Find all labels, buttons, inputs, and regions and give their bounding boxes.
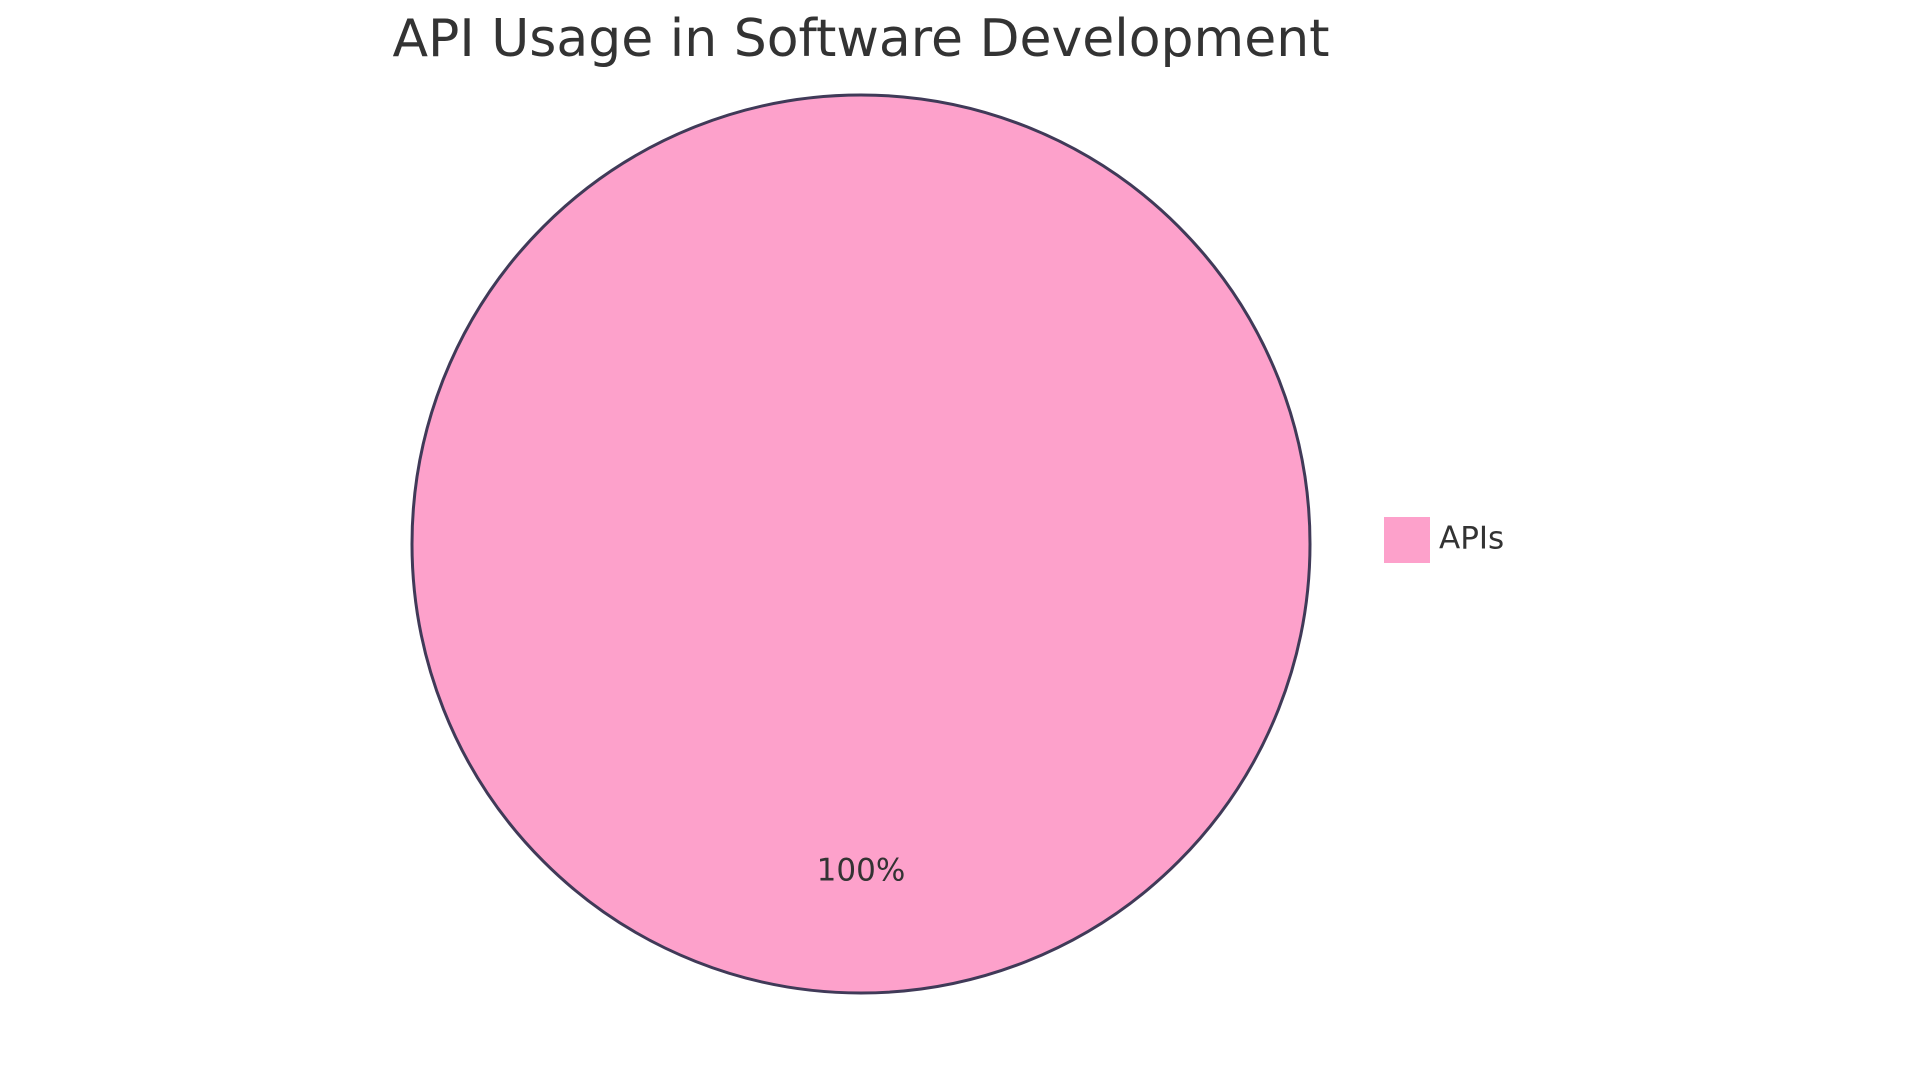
- legend-label: APIs: [1439, 521, 1504, 557]
- legend-swatch: [1384, 517, 1430, 563]
- pie-slice: [410, 93, 1312, 995]
- slice-label: 100%: [817, 852, 906, 888]
- chart-title: API Usage in Software Development: [392, 9, 1329, 69]
